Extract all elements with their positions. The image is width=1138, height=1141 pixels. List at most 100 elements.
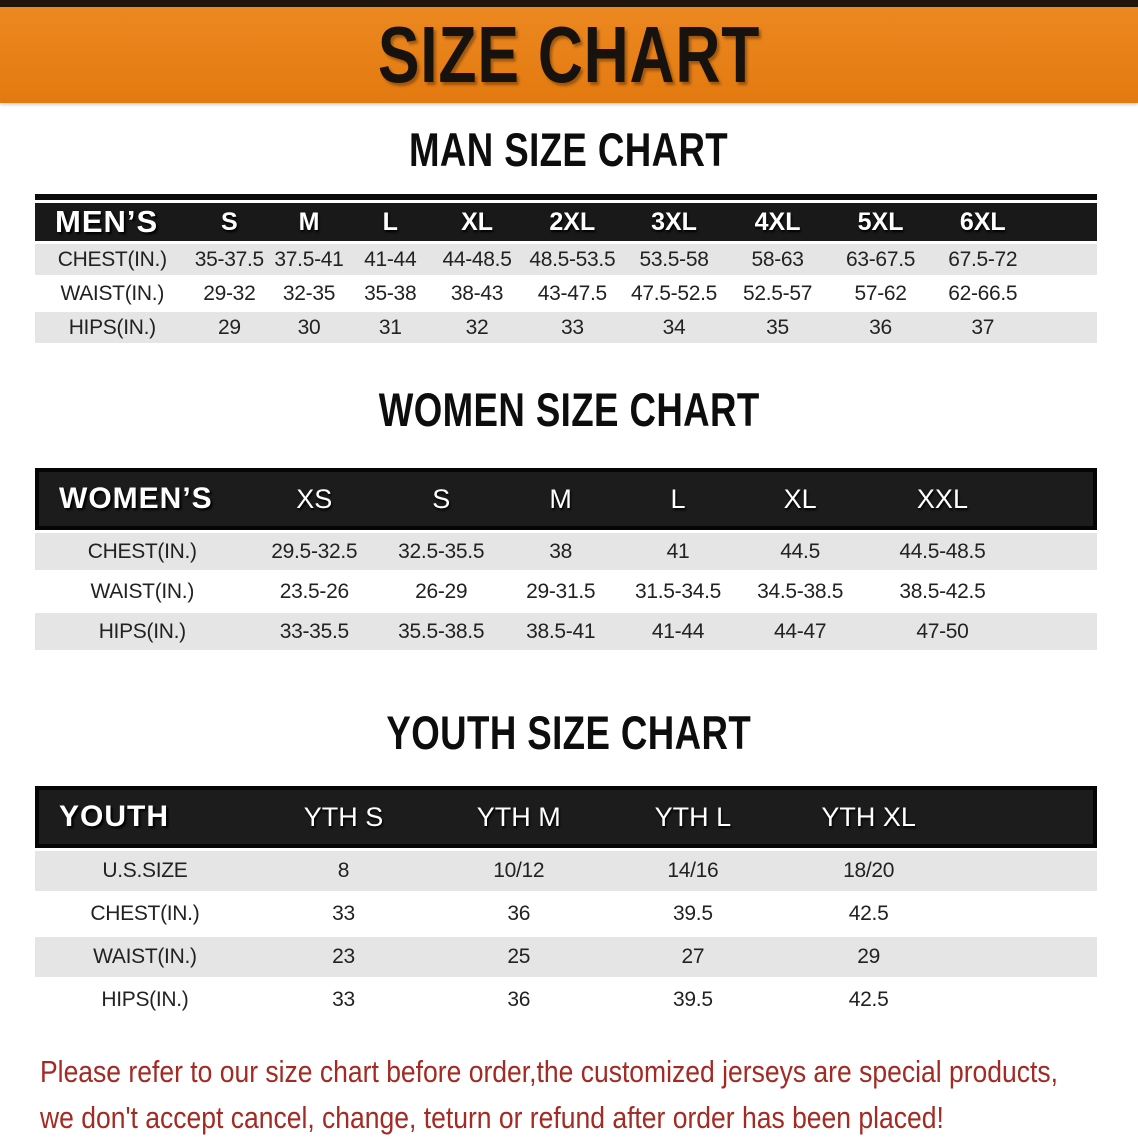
women-size-chart-title-text: WOMEN SIZE CHART bbox=[378, 383, 760, 436]
row-label: WAIST(IN.) bbox=[35, 278, 190, 309]
size-column-header: 2XL bbox=[522, 203, 623, 241]
row-filler-cell bbox=[1022, 613, 1097, 650]
measurement-row: HIPS(IN.) 33-35.5 35.5-38.5 38.5-41 41-44 44-… bbox=[35, 613, 1097, 650]
measurement-value: 44.5-48.5 bbox=[862, 533, 1023, 570]
men-size-table: MEN’S S M L XL 2XL 3XL 4XL 5XL 6XL CHEST(IN.) 35-37… bbox=[35, 194, 1097, 346]
measurement-value: 38 bbox=[503, 533, 619, 570]
measurement-value: 33-35.5 bbox=[249, 613, 380, 650]
women-size-chart-title: WOMEN SIZE CHART bbox=[0, 386, 1138, 434]
youth-size-chart-title-text: YOUTH SIZE CHART bbox=[386, 706, 752, 759]
measurement-value: 41 bbox=[618, 533, 739, 570]
row-label: U.S.SIZE bbox=[35, 851, 255, 891]
measurement-value: 31 bbox=[348, 312, 432, 343]
measurement-value: 35-37.5 bbox=[189, 244, 270, 275]
measurement-value: 35.5-38.5 bbox=[379, 613, 504, 650]
size-column-header: XL bbox=[431, 203, 523, 241]
measurement-value: 47.5-52.5 bbox=[622, 278, 726, 309]
measurement-value: 38-43 bbox=[431, 278, 523, 309]
measurement-value: 32.5-35.5 bbox=[379, 533, 504, 570]
row-label: WAIST(IN.) bbox=[35, 937, 255, 977]
measurement-row: CHEST(IN.) 35-37.5 37.5-41 41-44 44-48.5 48.5… bbox=[35, 244, 1097, 275]
measurement-value: 44-47 bbox=[738, 613, 863, 650]
measurement-value: 37 bbox=[931, 312, 1034, 343]
row-filler-cell bbox=[956, 937, 1097, 977]
youth-size-chart-title: YOUTH SIZE CHART bbox=[0, 709, 1138, 757]
measurement-value: 48.5-53.5 bbox=[522, 244, 623, 275]
row-label: HIPS(IN.) bbox=[35, 980, 255, 1020]
measurement-value: 29 bbox=[780, 937, 957, 977]
measurement-value: 36 bbox=[432, 980, 606, 1020]
table-corner-label: WOMEN’S bbox=[35, 468, 250, 530]
measurement-value: 53.5-58 bbox=[622, 244, 726, 275]
measurement-value: 29.5-32.5 bbox=[249, 533, 380, 570]
measurement-value: 41-44 bbox=[618, 613, 739, 650]
row-filler-cell bbox=[956, 894, 1097, 934]
measurement-value: 39.5 bbox=[605, 894, 781, 934]
header-filler-cell bbox=[956, 786, 1097, 848]
youth-size-table: YOUTH YTH S YTH M YTH L YTH XL U.S.SIZE 8 10/12… bbox=[35, 783, 1097, 1023]
header-row: WOMEN’S XS S M L XL XXL bbox=[35, 468, 1097, 530]
size-column-header: YTH M bbox=[432, 786, 606, 848]
women-size-chart-section: WOMEN SIZE CHART WOMEN’S XS S M L XL XXL CHEST(… bbox=[0, 386, 1138, 653]
measurement-value: 38.5-42.5 bbox=[862, 573, 1023, 610]
row-filler-cell bbox=[1022, 533, 1097, 570]
man-size-chart-title-text: MAN SIZE CHART bbox=[409, 123, 729, 176]
row-filler-cell bbox=[1022, 573, 1097, 610]
measurement-value: 36 bbox=[432, 894, 606, 934]
measurement-value: 58-63 bbox=[725, 244, 830, 275]
row-label: HIPS(IN.) bbox=[35, 312, 190, 343]
measurement-value: 38.5-41 bbox=[503, 613, 619, 650]
measurement-value: 23 bbox=[254, 937, 433, 977]
measurement-row: CHEST(IN.) 29.5-32.5 32.5-35.5 38 41 44.5 44.5… bbox=[35, 533, 1097, 570]
size-column-header: L bbox=[348, 203, 432, 241]
size-column-header: S bbox=[379, 468, 504, 530]
measurement-value: 29-32 bbox=[189, 278, 270, 309]
measurement-value: 57-62 bbox=[829, 278, 932, 309]
measurement-value: 14/16 bbox=[605, 851, 781, 891]
measurement-row: WAIST(IN.) 23.5-26 26-29 29-31.5 31.5-34.5 34… bbox=[35, 573, 1097, 610]
header-row: MEN’S S M L XL 2XL 3XL 4XL 5XL 6XL bbox=[35, 203, 1097, 241]
size-column-header: S bbox=[189, 203, 270, 241]
table-corner-label: YOUTH bbox=[35, 786, 255, 848]
row-label: CHEST(IN.) bbox=[35, 533, 250, 570]
women-size-table: WOMEN’S XS S M L XL XXL CHEST(IN.) 29.5-32.5 32.5… bbox=[35, 465, 1097, 653]
measurement-value: 34.5-38.5 bbox=[738, 573, 863, 610]
measurement-value: 67.5-72 bbox=[931, 244, 1034, 275]
measurement-value: 18/20 bbox=[780, 851, 957, 891]
measurement-value: 29 bbox=[189, 312, 270, 343]
measurement-value: 37.5-41 bbox=[269, 244, 349, 275]
measurement-value: 29-31.5 bbox=[503, 573, 619, 610]
measurement-value: 25 bbox=[432, 937, 606, 977]
size-column-header: XL bbox=[738, 468, 863, 530]
header-filler-cell bbox=[1033, 203, 1097, 241]
measurement-value: 8 bbox=[254, 851, 433, 891]
header-filler-cell bbox=[1022, 468, 1097, 530]
measurement-row: CHEST(IN.) 33 36 39.5 42.5 bbox=[35, 894, 1097, 934]
measurement-value: 27 bbox=[605, 937, 781, 977]
size-column-header: 5XL bbox=[829, 203, 932, 241]
top-border-strip bbox=[0, 0, 1138, 7]
measurement-value: 33 bbox=[254, 894, 433, 934]
row-filler-cell bbox=[1033, 244, 1097, 275]
measurement-value: 10/12 bbox=[432, 851, 606, 891]
measurement-row: HIPS(IN.) 29 30 31 32 33 34 35 36 37 bbox=[35, 312, 1097, 343]
measurement-value: 23.5-26 bbox=[249, 573, 380, 610]
size-column-header: XS bbox=[249, 468, 380, 530]
measurement-value: 32 bbox=[431, 312, 523, 343]
measurement-value: 34 bbox=[622, 312, 726, 343]
measurement-value: 52.5-57 bbox=[725, 278, 830, 309]
measurement-value: 44-48.5 bbox=[431, 244, 523, 275]
measurement-value: 42.5 bbox=[780, 894, 957, 934]
measurement-row: U.S.SIZE 8 10/12 14/16 18/20 bbox=[35, 851, 1097, 891]
measurement-value: 35 bbox=[725, 312, 830, 343]
measurement-value: 35-38 bbox=[348, 278, 432, 309]
size-column-header: M bbox=[503, 468, 619, 530]
measurement-value: 42.5 bbox=[780, 980, 957, 1020]
measurement-value: 44.5 bbox=[738, 533, 863, 570]
measurement-value: 63-67.5 bbox=[829, 244, 932, 275]
size-column-header: YTH S bbox=[254, 786, 433, 848]
measurement-value: 26-29 bbox=[379, 573, 504, 610]
size-column-header: YTH L bbox=[605, 786, 781, 848]
notice-line-1: Please refer to our size chart before or… bbox=[40, 1054, 1058, 1089]
row-label: CHEST(IN.) bbox=[35, 244, 190, 275]
